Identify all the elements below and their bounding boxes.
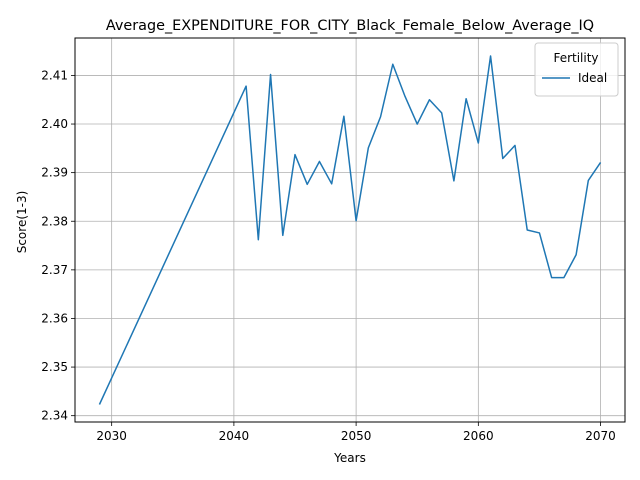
y-tick-label: 2.34 xyxy=(41,409,68,423)
y-tick-label: 2.39 xyxy=(41,166,68,180)
y-tick-label: 2.35 xyxy=(41,360,68,374)
y-tick-label: 2.38 xyxy=(41,214,68,228)
x-tick-label: 2070 xyxy=(585,429,616,443)
y-tick-label: 2.41 xyxy=(41,68,68,82)
x-tick-label: 2030 xyxy=(96,429,127,443)
x-tick-label: 2060 xyxy=(463,429,494,443)
legend: Fertility Ideal xyxy=(534,42,619,97)
legend-title: Fertility xyxy=(553,51,598,65)
axes-ticks: 2030 2040 2050 2060 2070 2.34 2.35 2.36 2.37 2.38… xyxy=(41,68,616,443)
legend-label-ideal: Ideal xyxy=(578,71,607,85)
x-tick-label: 2040 xyxy=(219,429,250,443)
x-tick-label: 2050 xyxy=(341,429,372,443)
plot-frame xyxy=(74,37,626,423)
series-line-ideal xyxy=(98,55,602,405)
y-tick-label: 2.36 xyxy=(41,311,68,325)
y-tick-label: 2.40 xyxy=(41,117,68,131)
legend-box xyxy=(534,42,619,97)
y-axis-title: Score(1-3) xyxy=(15,191,29,254)
x-axis-title: Years xyxy=(333,451,366,465)
chart-title: Average_EXPENDITURE_FOR_CITY_Black_Femal… xyxy=(106,18,594,34)
y-tick-label: 2.37 xyxy=(41,263,68,277)
series-lines xyxy=(98,55,602,405)
